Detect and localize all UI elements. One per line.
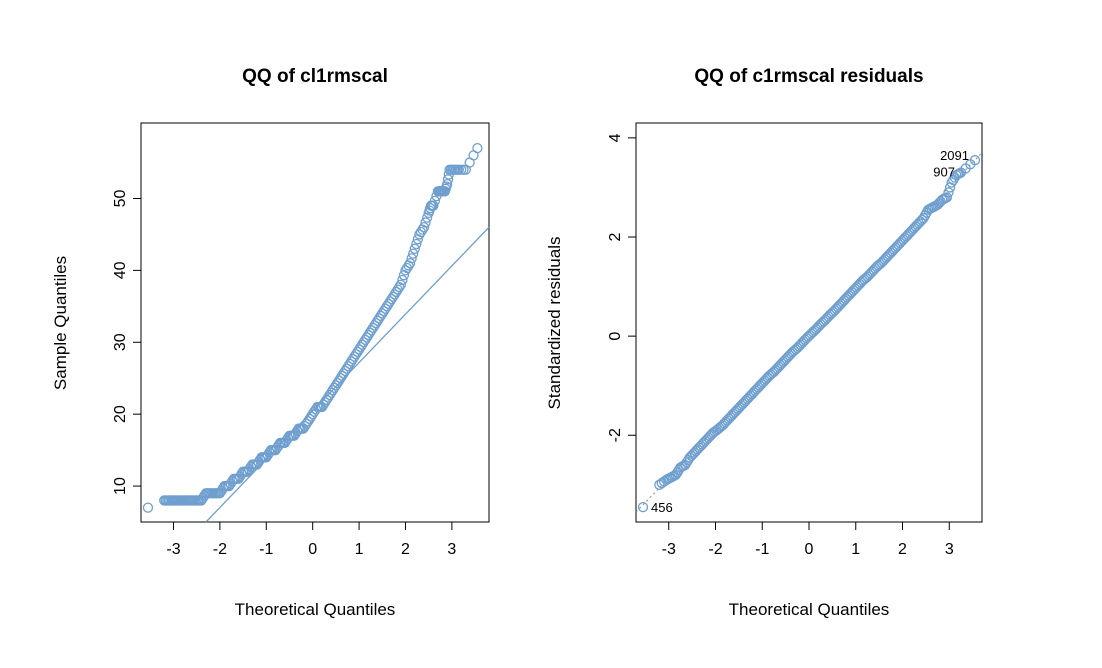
y-axis-label: Standardized residuals [545,237,564,410]
x-axis: -3 -2 -1 0 1 2 3 [166,521,456,558]
point-annotation: 456 [651,500,673,515]
data-point [208,488,219,499]
data-point [322,392,334,403]
panel-qq-c1rmscal-residuals: QQ of c1rmscal residuals Theoretical Qua… [545,66,983,619]
points-series [637,155,981,513]
data-point [387,291,399,302]
y-tick-label: 10 [112,477,129,495]
data-point [452,164,463,175]
data-point [360,334,371,346]
x-tick-label: -3 [662,541,676,558]
data-point [350,349,362,360]
chart-title: QQ of c1rmscal residuals [694,66,923,87]
x-tick-label: -2 [708,541,722,558]
y-axis: 10 20 30 40 50 [112,189,142,495]
y-tick-label: 40 [112,261,129,279]
data-point [378,305,389,317]
y-tick-label: 4 [607,133,624,142]
panel-qq-cl1rmscal: QQ of cl1rmscal Theoretical Quantiles Sa… [51,66,490,619]
y-axis-label: Sample Quantiles [51,256,70,390]
x-tick-label: 2 [401,541,410,558]
y-tick-label: -2 [607,428,624,442]
data-point [327,385,338,396]
x-axis-label: Theoretical Quantiles [729,600,890,619]
data-point [401,262,413,274]
x-tick-label: 2 [898,541,907,558]
data-point [397,274,408,286]
data-point [369,320,380,331]
data-point [299,420,311,432]
x-tick-label: -3 [166,541,180,558]
y-tick-label: 20 [112,405,129,423]
data-point [427,200,438,211]
data-point [409,243,420,254]
data-point [189,495,201,506]
data-point [943,187,954,198]
data-point [406,253,417,264]
data-point [415,226,427,238]
data-point [420,217,431,228]
data-point [332,377,343,389]
data-point [346,356,357,367]
data-point [374,313,385,324]
x-tick-label: -1 [755,541,769,558]
data-point [318,399,329,410]
y-tick-label: 2 [607,232,624,241]
y-axis: -2 0 2 4 [607,133,637,442]
data-point [468,150,479,161]
data-point [425,202,436,214]
points-series [142,143,483,513]
y-tick-label: 50 [112,189,129,207]
x-tick-label: 0 [805,541,814,558]
data-point [304,413,315,425]
data-point [341,363,352,374]
data-point [441,181,452,192]
data-point [421,212,433,223]
x-tick-label: 0 [308,541,317,558]
data-point [954,168,965,179]
x-axis-label: Theoretical Quantiles [235,600,396,619]
x-tick-label: 1 [851,541,860,558]
x-tick-label: 3 [945,541,954,558]
data-point [142,502,154,513]
plot-frame [140,122,490,523]
data-point [383,298,394,310]
x-tick-label: 1 [355,541,364,558]
y-tick-label: 0 [607,332,624,341]
x-tick-label: -2 [213,541,227,558]
data-point [442,174,454,185]
data-point [637,501,649,513]
point-annotation: 907 [933,165,955,180]
point-annotations: 2091 907 456 [651,148,969,515]
x-axis: -3 -2 -1 0 1 2 3 [662,521,954,558]
data-point [364,327,376,338]
data-point [411,238,422,250]
data-point [940,193,951,204]
point-annotation: 2091 [940,148,969,163]
data-point [918,213,929,224]
data-point [408,248,419,259]
data-point [438,186,450,197]
chart-title: QQ of cl1rmscal [242,66,388,87]
data-point [355,341,366,353]
data-point [392,284,403,295]
data-point [458,164,469,175]
data-point [429,195,441,207]
y-tick-label: 30 [112,333,129,351]
data-point [336,370,348,381]
data-point [965,159,976,170]
x-tick-label: -1 [259,541,273,558]
x-tick-label: 3 [447,541,456,558]
